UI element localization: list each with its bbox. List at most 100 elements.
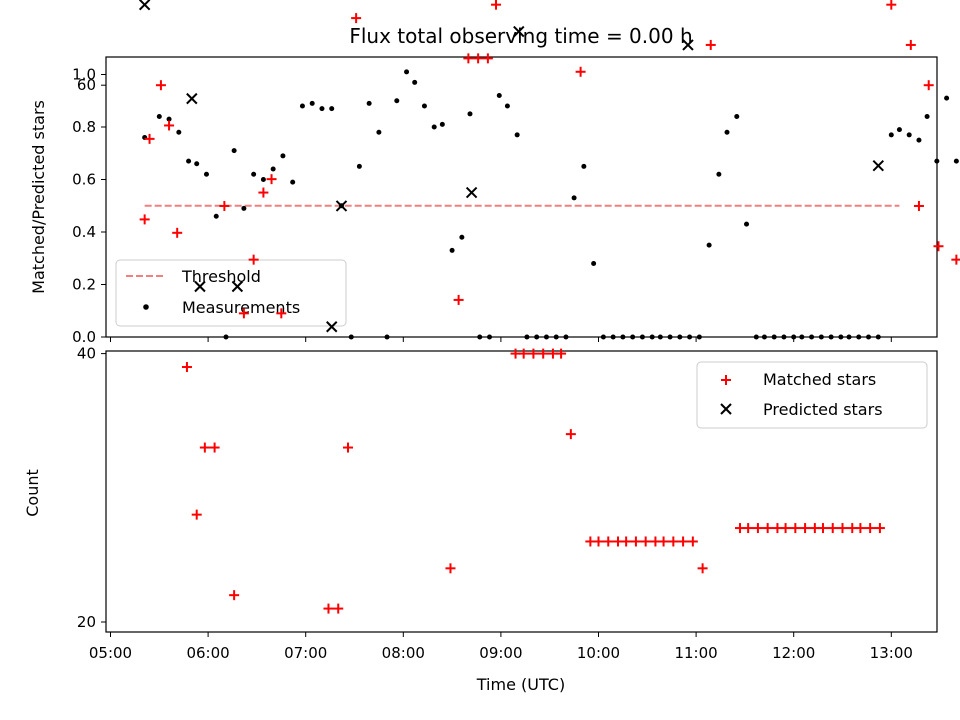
predicted-legend-label: Predicted stars — [763, 400, 883, 419]
top-y-axis-label: Matched/Predicted stars — [29, 100, 48, 294]
matched-star-point — [658, 536, 669, 547]
x-tick-label: 08:00 — [382, 644, 425, 662]
measurement-point — [366, 100, 372, 106]
measurement-point — [467, 111, 473, 117]
measurement-point — [677, 334, 683, 340]
matched-star-point — [482, 53, 493, 64]
matched-star-point — [258, 187, 269, 198]
measurement-point — [600, 334, 606, 340]
bottom-legend-box — [696, 361, 928, 429]
measurement-point — [953, 158, 959, 164]
matched-star-point — [445, 563, 456, 574]
measurement-point — [696, 334, 702, 340]
predicted-star-point — [186, 92, 198, 105]
x-tick-label: 13:00 — [870, 644, 913, 662]
matched-star-point — [668, 536, 679, 547]
matched-star-point — [752, 523, 763, 534]
x-tick-label: 12:00 — [772, 644, 815, 662]
predicted-star-point — [682, 39, 694, 51]
threshold-legend-label: Threshold — [181, 267, 261, 286]
measurement-point — [724, 129, 730, 135]
measurement-point — [280, 153, 286, 159]
matched-star-point — [678, 536, 689, 547]
matched-star-point — [933, 241, 944, 252]
matched-star-point — [538, 348, 549, 359]
measurement-point — [514, 132, 520, 138]
matched-star-point — [874, 523, 885, 534]
measurement-point — [846, 334, 852, 340]
matched-star-point — [248, 254, 259, 265]
matched-star-point — [762, 523, 773, 534]
matched-star-point — [333, 603, 344, 614]
matched-star-point — [780, 523, 791, 534]
measurement-point — [156, 114, 162, 119]
matched-star-point — [229, 590, 240, 601]
matched-star-point — [640, 536, 651, 547]
x-tick-label: 07:00 — [284, 644, 327, 662]
bottom-legend: Matched stars Predicted stars — [696, 361, 928, 429]
measurement-point — [581, 163, 587, 169]
measurement-point — [348, 334, 354, 340]
predicted-legend-swatch — [720, 403, 732, 415]
predicted-star-point — [194, 280, 206, 293]
x-tick-label: 06:00 — [186, 644, 229, 662]
bottom-x-axis: 05:00 06:00 07:00 08:00 09:00 10:00 11:00 12:00… — [89, 632, 913, 662]
predicted-star-point — [335, 200, 348, 212]
bottom-y-axis-label: Count — [23, 469, 42, 517]
matched-star-point — [855, 523, 866, 534]
bottom-y-tick-label: 40 — [77, 345, 96, 363]
matched-star-point — [199, 442, 210, 453]
matched-legend-label: Matched stars — [763, 370, 876, 389]
measurement-point — [667, 334, 673, 340]
measurement-point — [916, 137, 922, 143]
matched-star-point — [172, 227, 183, 238]
top-y-tick-label: 0.8 — [72, 118, 96, 136]
matched-star-point — [923, 80, 934, 91]
measurement-point — [649, 334, 655, 340]
matched-star-point — [697, 563, 708, 574]
measurement-point — [630, 334, 636, 340]
matched-star-point — [266, 174, 277, 185]
measurement-point — [753, 334, 759, 340]
measurement-point — [563, 334, 569, 340]
matched-star-point — [621, 536, 632, 547]
predicted-star-point — [138, 0, 151, 11]
top-y-tick-label: 0.4 — [72, 223, 96, 241]
measurement-point — [309, 100, 315, 106]
measurement-point — [734, 114, 740, 119]
measurement-point — [449, 247, 455, 253]
measurement-point — [394, 98, 400, 104]
matched-star-point — [556, 348, 567, 359]
measurement-point — [744, 221, 750, 227]
matched-star-point — [817, 523, 828, 534]
matched-star-point — [518, 348, 529, 359]
measurement-point — [818, 334, 824, 340]
x-axis-label: Time (UTC) — [476, 675, 565, 694]
x-tick-label: 05:00 — [89, 644, 132, 662]
matched-star-point — [181, 362, 192, 373]
measurement-point — [290, 179, 296, 185]
measurement-point — [553, 334, 559, 340]
measurement-point — [706, 242, 712, 248]
matched-star-point — [705, 39, 716, 50]
matched-star-point — [687, 536, 698, 547]
measurement-point — [838, 334, 844, 340]
measurement-point — [194, 161, 200, 167]
measurement-point — [439, 121, 445, 127]
measurement-point — [376, 129, 382, 135]
top-legend: Threshold Measurements — [115, 259, 347, 327]
matched-star-point — [164, 120, 175, 131]
bottom-y-tick-label: 20 — [77, 613, 96, 631]
top-y-tick-label: 0.0 — [72, 328, 96, 346]
measurement-point — [716, 171, 722, 177]
measurement-point — [924, 114, 930, 119]
matched-star-point — [865, 523, 876, 534]
measurement-point — [504, 103, 510, 109]
x-tick-label: 10:00 — [577, 644, 620, 662]
matched-star-point — [603, 536, 614, 547]
measurement-point — [888, 132, 894, 138]
matched-star-point — [800, 523, 811, 534]
measurement-point — [791, 334, 797, 340]
matched-star-point — [790, 523, 801, 534]
bottom-y-tick-label: 60 — [77, 76, 96, 94]
